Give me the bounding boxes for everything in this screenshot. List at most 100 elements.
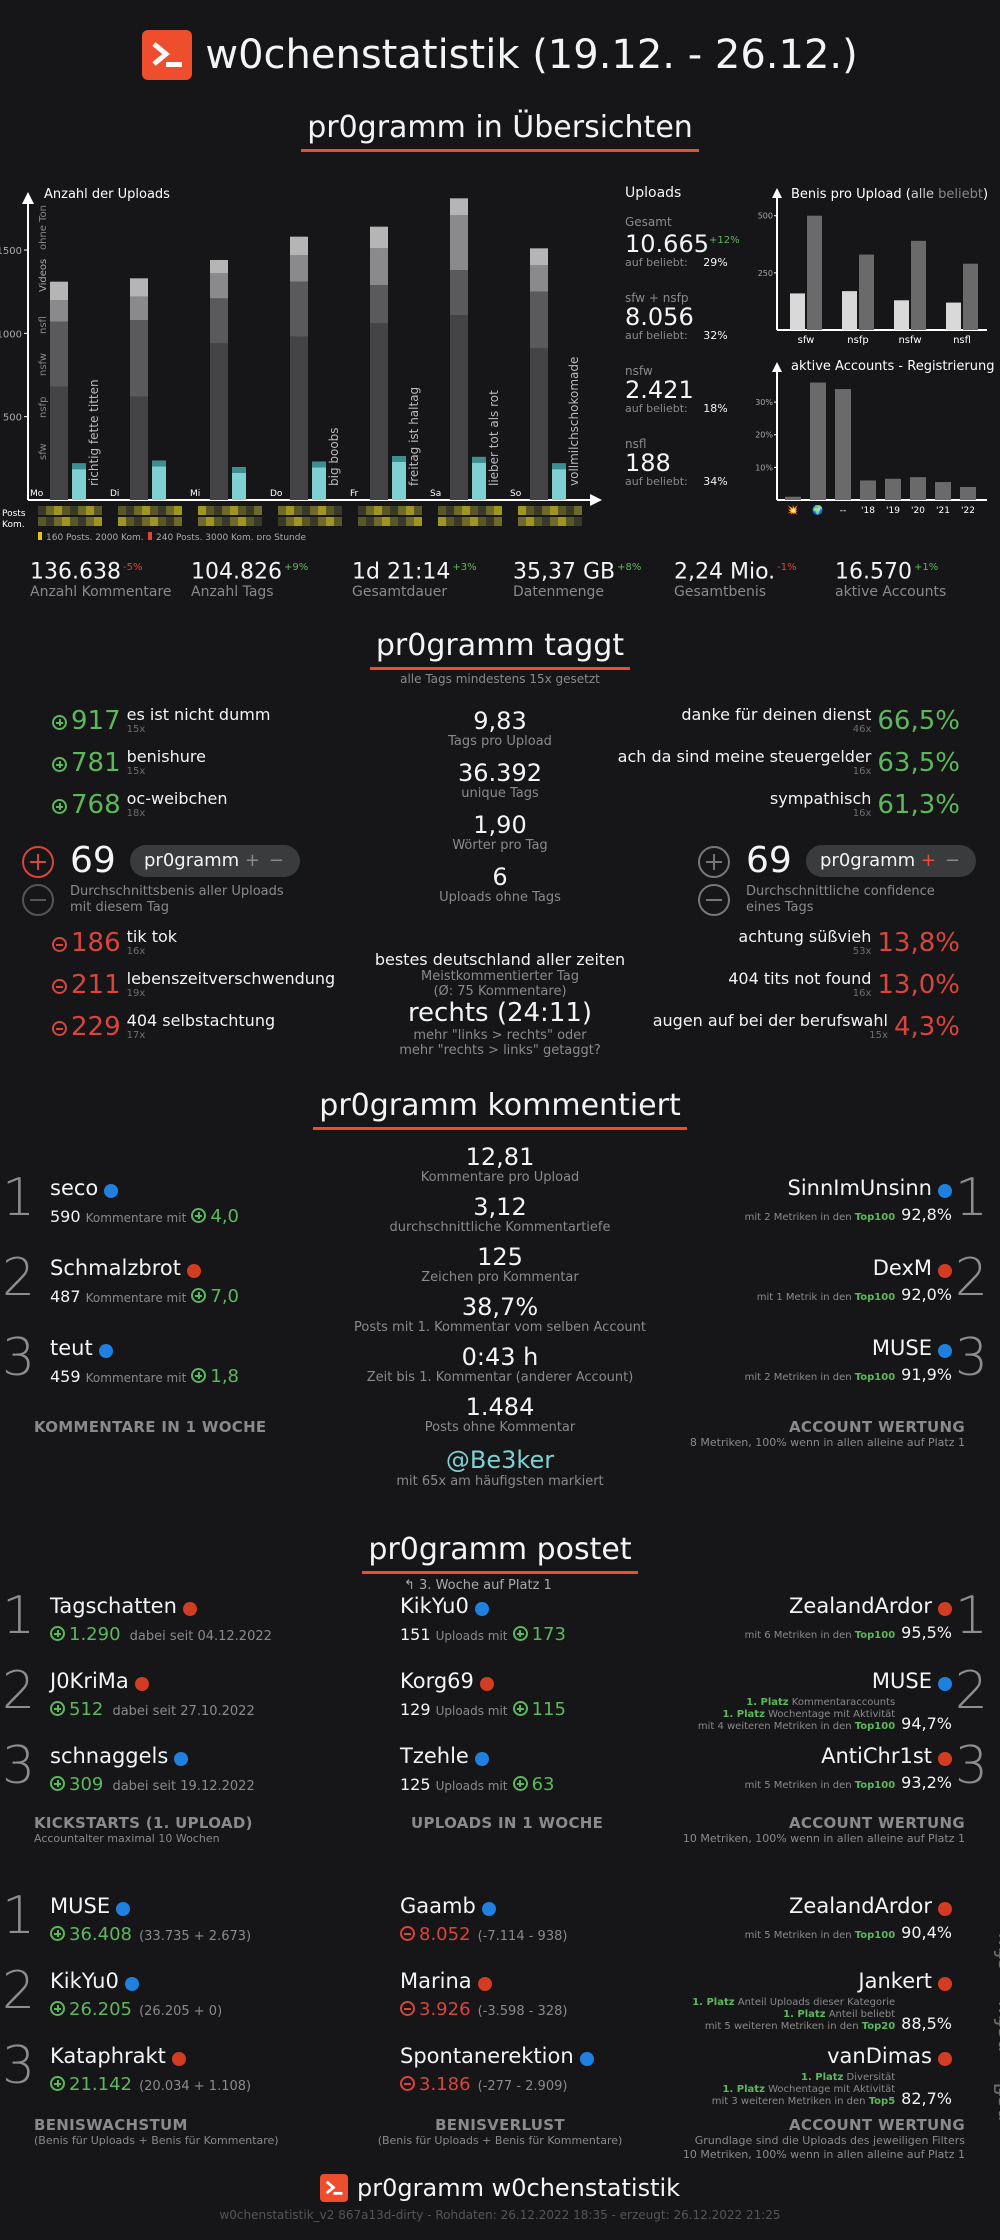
tag-row[interactable]: 404 tits not found 16x 13,0% <box>728 970 960 1001</box>
user-name[interactable]: AntiChr1st <box>821 1744 932 1768</box>
bar-nsfp <box>210 298 228 344</box>
user-name[interactable]: schnaggels <box>50 1744 169 1768</box>
bar-nsfp <box>450 270 468 315</box>
plus-circle-icon <box>50 1626 65 1641</box>
heat-cell <box>406 517 414 526</box>
tag-name: benishure <box>126 747 206 766</box>
user-name[interactable]: teut <box>50 1336 93 1360</box>
rated-user[interactable]: 3 AntiChr1st mit 5 Metriken in den Top100 9… <box>640 1736 1000 1819</box>
tag-value: 781 <box>71 748 121 778</box>
stat-value: 1d 21:14 <box>352 559 451 585</box>
ranked-user[interactable]: Spontanerektion 3.186 (-277 - 2.909) <box>400 2044 660 2119</box>
rated-user[interactable]: nsfl vanDimas 1. Platz Diversität 1. Platz … <box>640 2044 1000 2122</box>
user-name[interactable]: Marina <box>400 1969 472 1993</box>
ranked-user[interactable]: 3 schnaggels 309 dabei seit 19.12.2022 <box>0 1736 340 1819</box>
user-name[interactable]: Schmalzbrot <box>50 1256 181 1280</box>
heat-cell <box>166 506 174 515</box>
heat-cell <box>222 506 230 515</box>
user-name[interactable]: ZealandArdor <box>789 1594 932 1618</box>
user-name[interactable]: Spontanerektion <box>400 2044 574 2068</box>
ranked-user[interactable]: 2 J0KriMa 512 dabei seit 27.10.2022 <box>0 1661 340 1744</box>
account-bar <box>885 478 901 500</box>
heat-cell <box>550 506 558 515</box>
pill-minus-icon[interactable]: − <box>944 850 960 871</box>
tag-benis-minus-button[interactable] <box>22 884 54 916</box>
ranked-user[interactable]: 3 teut 459 Kommentare mit 1,8 <box>0 1328 340 1416</box>
user-name[interactable]: vanDimas <box>827 2044 932 2068</box>
posts-row-label: Posts <box>2 509 26 519</box>
ranked-user[interactable]: 2 Schmalzbrot 487 Kommentare mit 7,0 <box>0 1248 340 1336</box>
ranked-user[interactable]: 1 seco 590 Kommentare mit 4,0 <box>0 1168 340 1256</box>
rated-user[interactable]: 2 DexM mit 1 Metrik in den Top100 92,0% <box>640 1248 1000 1336</box>
ranked-user[interactable]: 1 MUSE 36.408 (33.735 + 2.673) <box>0 1886 340 1969</box>
pill-minus-icon[interactable]: − <box>268 850 284 871</box>
ranked-user[interactable]: Tzehle 125 Uploads mit 63 <box>400 1744 660 1819</box>
user-name[interactable]: KikYu0 <box>50 1969 119 1993</box>
tag-row[interactable]: 768 oc-weibchen 18x <box>52 790 227 820</box>
user-name[interactable]: SinnImUnsinn <box>787 1176 932 1200</box>
rating-desc: mit 5 weiteren Metriken in den <box>704 2021 862 2032</box>
ranked-user[interactable]: 1 Tagschatten 1.290 dabei seit 04.12.2022 <box>0 1586 340 1669</box>
user-name[interactable]: Korg69 <box>400 1669 474 1693</box>
heat-cell <box>150 506 158 515</box>
user-name[interactable]: ZealandArdor <box>789 1894 932 1918</box>
bar-nsfw <box>130 296 148 320</box>
tag-benis-plus-button[interactable] <box>22 846 54 878</box>
mention-name[interactable]: @Be3ker <box>445 1446 555 1474</box>
user-name[interactable]: seco <box>50 1176 99 1200</box>
user-name[interactable]: Tzehle <box>400 1744 469 1768</box>
tag-row[interactable]: danke für deinen dienst 46x 66,5% <box>681 706 960 737</box>
user-name[interactable]: KikYu0 <box>400 1594 469 1618</box>
user-name[interactable]: MUSE <box>50 1894 111 1918</box>
ranked-user[interactable]: KikYu0 151 Uploads mit 173 <box>400 1594 660 1669</box>
ranked-user[interactable]: 3 Kataphrakt 21.142 (20.034 + 1.108) <box>0 2036 340 2119</box>
rated-user[interactable]: nsfw Jankert 1. Platz Anteil Uploads diese… <box>640 1969 1000 2052</box>
ranked-user[interactable]: Marina 3.926 (-3.598 - 328) <box>400 1969 660 2044</box>
tag-benis-pill[interactable]: pr0gramm + − <box>130 845 300 877</box>
uploads-sfw-value: 8.056 <box>625 303 694 331</box>
rated-user[interactable]: 2 MUSE 1. Platz Kommentaraccounts 1. Platz … <box>640 1661 1000 1744</box>
user-name[interactable]: DexM <box>872 1256 932 1280</box>
pill-plus-icon[interactable]: + <box>244 850 260 871</box>
ranked-user[interactable]: Gaamb 8.052 (-7.114 - 938) <box>400 1894 660 1969</box>
user-score: 7,0 <box>210 1286 240 1307</box>
tag-conf-pill[interactable]: pr0gramm + − <box>806 845 976 877</box>
user-name[interactable]: MUSE <box>871 1336 932 1360</box>
user-name[interactable]: J0KriMa <box>50 1669 129 1693</box>
ranked-user[interactable]: Korg69 129 Uploads mit 115 <box>400 1669 660 1744</box>
heat-cell <box>366 517 374 526</box>
user-name[interactable]: Kataphrakt <box>50 2044 166 2068</box>
tag-conf-plus-button[interactable] <box>698 846 730 878</box>
user-name[interactable]: MUSE <box>871 1669 932 1693</box>
rating-place: 1. Platz <box>692 1997 735 2008</box>
ranked-user[interactable]: 2 KikYu0 26.205 (26.205 + 0) <box>0 1961 340 2044</box>
user-name[interactable]: Jankert <box>858 1969 932 1993</box>
rated-user[interactable]: sfw ZealandArdor mit 5 Metriken in den Top… <box>640 1894 1000 1970</box>
pill-plus-icon[interactable]: + <box>920 850 936 871</box>
rank-number: 1 <box>954 1586 988 1646</box>
comments-bar <box>552 463 566 500</box>
tag-row[interactable]: sympathisch 16x 61,3% <box>770 790 960 821</box>
tag-row[interactable]: 211 lebenszeitverschwendung 19x <box>52 970 335 1000</box>
tag-value: 211 <box>71 970 121 1000</box>
tag-row[interactable]: 186 tik tok 16x <box>52 928 177 958</box>
rated-user[interactable]: 1 ZealandArdor mit 6 Metriken in den Top10… <box>640 1586 1000 1669</box>
tag-row[interactable]: 229 404 selbstachtung 17x <box>52 1012 275 1042</box>
rated-user[interactable]: 1 SinnImUnsinn mit 2 Metriken in den Top10… <box>640 1168 1000 1256</box>
rating-desc: mit 5 Metriken in den <box>744 1930 855 1941</box>
user-name[interactable]: Gaamb <box>400 1894 476 1918</box>
account-bar <box>960 486 976 500</box>
tag-conf-minus-button[interactable] <box>698 884 730 916</box>
top-tag-label: freitag ist haltag <box>407 387 421 486</box>
tag-row[interactable]: augen auf bei der berufswahl 15x 4,3% <box>653 1012 960 1043</box>
rank-number: 2 <box>2 1248 36 1308</box>
tag-row[interactable]: 917 es ist nicht dumm 15x <box>52 706 270 736</box>
comments-right-sub: 8 Metriken, 100% wenn in allen alleine a… <box>689 1436 965 1449</box>
heat-cell <box>558 517 566 526</box>
rated-user[interactable]: 3 MUSE mit 2 Metriken in den Top100 91,9% <box>640 1328 1000 1416</box>
user-name[interactable]: Tagschatten <box>50 1594 177 1618</box>
tag-row[interactable]: 781 benishure 15x <box>52 748 206 778</box>
tag-row[interactable]: achtung süßvieh 53x 13,8% <box>738 928 960 959</box>
benis-chart: Benis pro Upload (alle beliebt) 500 250 sfw… <box>755 180 995 350</box>
tag-row[interactable]: ach da sind meine steuergelder 16x 63,5% <box>618 748 960 779</box>
